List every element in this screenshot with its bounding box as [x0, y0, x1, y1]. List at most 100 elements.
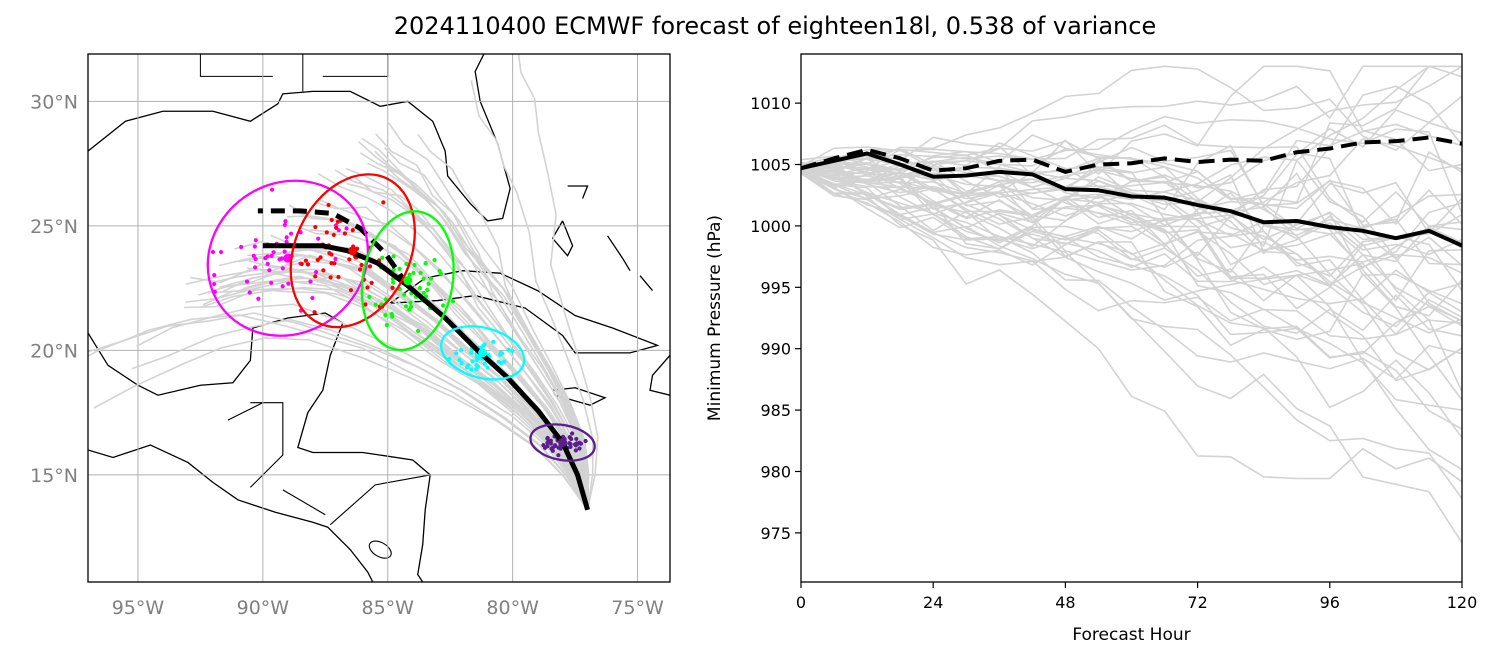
- ensemble-point: [348, 288, 354, 293]
- ensemble-pressure-line: [801, 166, 1462, 273]
- ensemble-point: [288, 231, 294, 236]
- uncertainty-ellipse-1: [289, 173, 416, 329]
- ensemble-point: [404, 261, 409, 266]
- ensemble-point: [390, 285, 395, 290]
- coastline-8: [607, 235, 631, 272]
- ensemble-pressure-line: [801, 85, 1462, 218]
- coastline-3: [389, 270, 660, 354]
- ensemble-point: [333, 256, 338, 262]
- ensemble-track: [131, 318, 589, 511]
- ensemble-point: [383, 313, 388, 318]
- ensemble-pressure-line: [801, 65, 1462, 174]
- ensemble-point: [269, 253, 274, 258]
- ensemble-point: [334, 225, 339, 230]
- ensemble-point: [318, 255, 323, 260]
- ensemble-track: [334, 169, 589, 510]
- ensemble-point: [282, 249, 287, 254]
- ensemble-point: [367, 264, 373, 269]
- ensemble-point: [331, 232, 336, 238]
- map-xtick-label: 75°W: [611, 597, 664, 619]
- ensemble-pressure-line: [801, 148, 1462, 255]
- ensemble-point: [367, 294, 372, 299]
- ensemble-point: [335, 219, 340, 224]
- mean-track-dashed: [257, 208, 410, 288]
- ellipse-center-2: [403, 276, 413, 286]
- ensemble-point: [502, 359, 507, 364]
- ensemble-point: [421, 276, 426, 281]
- map-ytick-label: 20°N: [30, 340, 78, 362]
- ensemble-point: [359, 262, 364, 268]
- pressure-xtick-label: 48: [1055, 593, 1075, 612]
- ensemble-point: [545, 440, 550, 445]
- coastline-2: [88, 444, 374, 582]
- ensemble-point: [329, 217, 334, 223]
- ensemble-point: [391, 280, 396, 285]
- pressure-ylabel: Minimum Pressure (hPa): [705, 215, 725, 421]
- ensemble-point: [381, 200, 386, 205]
- ensemble-point: [373, 302, 378, 307]
- ensemble-point: [253, 238, 258, 243]
- ensemble-point: [423, 260, 428, 266]
- ensemble-point: [265, 261, 270, 266]
- coastline-0: [88, 54, 511, 222]
- ensemble-point: [247, 290, 252, 295]
- ensemble-point: [313, 270, 319, 275]
- coastline-6: [551, 220, 574, 257]
- ensemble-point: [321, 268, 326, 273]
- pressure-xtick-label: 0: [796, 593, 806, 612]
- coastline-1: [88, 312, 431, 582]
- ellipse-center-4: [558, 438, 568, 448]
- ensemble-point: [369, 280, 374, 285]
- ensemble-point: [350, 228, 355, 233]
- ensemble-point: [457, 357, 462, 363]
- ensemble-point: [363, 302, 368, 307]
- pressure-xlabel: Forecast Hour: [1072, 625, 1190, 645]
- ensemble-point: [280, 266, 285, 271]
- ensemble-point: [418, 270, 423, 276]
- ensemble-point: [432, 257, 437, 263]
- ensemble-point: [450, 299, 456, 304]
- ensemble-point: [428, 276, 434, 281]
- pressure-ytick-label: 995: [760, 278, 791, 297]
- ensemble-pressure-line: [801, 169, 1462, 393]
- state-borders: [199, 54, 389, 92]
- ensemble-pressure-line: [801, 164, 1462, 256]
- ensemble-point: [482, 342, 487, 347]
- ensemble-point: [550, 448, 555, 453]
- ellipse-center-1: [348, 246, 358, 256]
- ensemble-pressure-line: [801, 166, 1462, 302]
- mean-pressure-dashed: [801, 135, 1462, 174]
- pressure-ytick-label: 990: [760, 340, 791, 359]
- ensemble-point: [542, 445, 548, 450]
- map-xtick-label: 85°W: [362, 597, 415, 619]
- map-xtick-label: 90°W: [237, 597, 290, 619]
- pressure-xtick-label: 120: [1447, 593, 1478, 612]
- pressure-plot-area: [801, 65, 1462, 544]
- pressure-xtick-label: 96: [1320, 593, 1340, 612]
- ensemble-point: [403, 304, 409, 309]
- ensemble-point: [384, 322, 389, 328]
- ensemble-point: [412, 262, 417, 268]
- ensemble-point: [357, 267, 363, 272]
- ensemble-point: [239, 244, 244, 250]
- pressure-ytick-label: 980: [760, 462, 791, 481]
- ensemble-track: [88, 314, 589, 511]
- ensemble-point: [256, 296, 261, 301]
- ensemble-point: [212, 273, 217, 278]
- ensemble-point: [469, 367, 474, 372]
- ensemble-pressure-line: [801, 159, 1462, 358]
- ensemble-point: [548, 438, 553, 443]
- ensemble-point: [310, 295, 315, 301]
- uncertainty-ellipse-4: [529, 423, 596, 462]
- ensemble-pressure-line: [801, 164, 1462, 277]
- ensemble-track: [314, 201, 589, 510]
- ensemble-point: [342, 231, 347, 236]
- ensemble-pressure-line: [801, 165, 1462, 256]
- ensemble-point: [286, 281, 291, 286]
- ensemble-point: [383, 297, 388, 302]
- ensemble-pressure-line: [801, 152, 1462, 323]
- ensemble-track: [358, 141, 589, 510]
- ensemble-point: [407, 307, 412, 312]
- ensemble-point: [365, 285, 370, 290]
- ensemble-track: [417, 133, 589, 510]
